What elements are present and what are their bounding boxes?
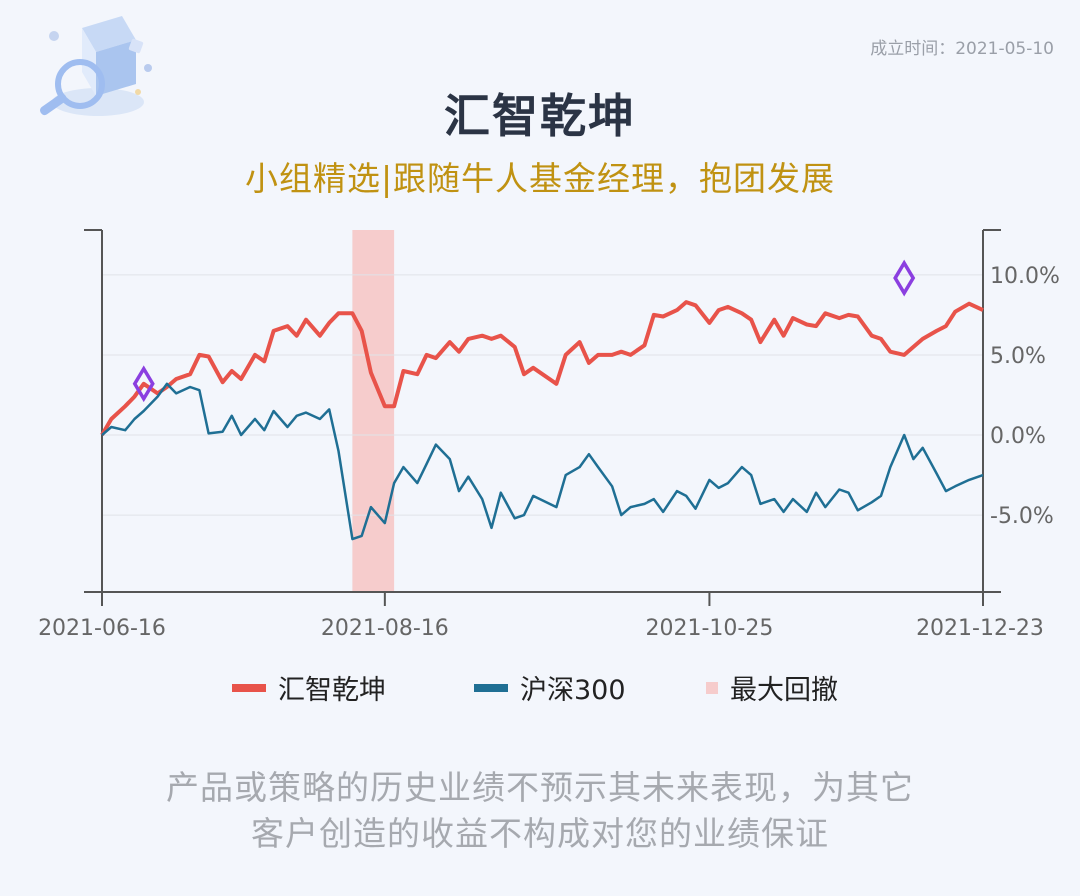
x-tick-label: 2021-08-16 [321,616,449,641]
disclaimer-line-1: 产品或策略的历史业绩不预示其未来表现，为其它 [166,768,914,807]
y-tick-label: 0.0% [990,424,1046,449]
chart-legend: 汇智乾坤 沪深300 最大回撤 [0,668,1080,708]
y-tick-label: 5.0% [990,344,1046,369]
disclaimer-line-2: 客户创造的收益不构成对您的业绩保证 [251,814,829,853]
x-tick-label: 2021-12-23 [916,616,1044,641]
performance-chart: 10.0% 5.0% 0.0% -5.0% 2021-06-16 2021-08-16 20… [38,229,1060,641]
legend-item-fund: 汇智乾坤 [232,668,386,707]
page-subtitle: 小组精选|跟随牛人基金经理，抱团发展 [244,159,836,198]
logo-illustration [39,16,152,116]
x-tick-label: 2021-06-16 [38,616,166,641]
legend-label-fund: 汇智乾坤 [278,675,386,706]
risk-disclaimer: 产品或策略的历史业绩不预示其未来表现，为其它 客户创造的收益不构成对您的业绩保证 [0,765,1080,857]
legend-swatch-drawdown [706,681,718,694]
y-tick-label: -5.0% [990,504,1054,529]
y-tick-label: 10.0% [990,264,1060,289]
marker-diamond-2 [893,259,916,297]
legend-label-drawdown: 最大回撤 [730,675,838,706]
max-drawdown-band [352,230,395,592]
x-tick-label: 2021-10-25 [645,616,773,641]
legend-item-index: 沪深300 [474,668,626,707]
legend-swatch-index [474,683,508,692]
legend-label-index: 沪深300 [520,675,626,706]
legend-swatch-fund [232,683,266,692]
page-title: 汇智乾坤 [444,89,636,143]
marker-diamond-1 [132,365,155,403]
legend-item-drawdown: 最大回撤 [706,668,838,707]
fund-return-line [100,300,984,437]
index-return-line [101,382,984,541]
establishment-date: 成立时间：2021-05-10 [870,39,1054,59]
